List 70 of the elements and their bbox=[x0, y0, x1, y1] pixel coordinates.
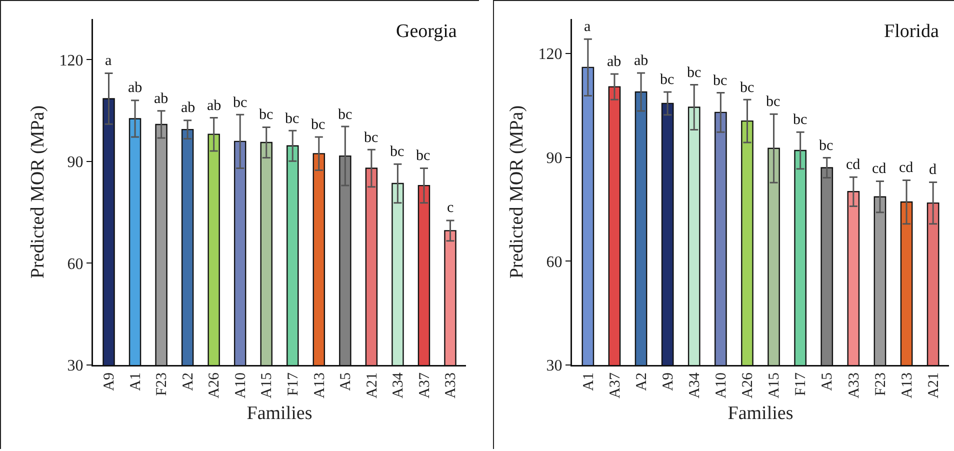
data-label: bc bbox=[766, 94, 780, 110]
y-axis-title: Predicted MOR (MPa) bbox=[27, 105, 48, 279]
data-label: a bbox=[584, 19, 591, 35]
x-tick-label: A33 bbox=[443, 372, 460, 398]
x-tick-label: A26 bbox=[206, 372, 223, 398]
data-label: bc bbox=[259, 107, 274, 123]
data-label: cd bbox=[846, 157, 861, 173]
x-tick-label: A10 bbox=[714, 372, 730, 398]
x-tick-label: A9 bbox=[660, 372, 676, 391]
data-label: cd bbox=[872, 161, 887, 177]
data-label: bc bbox=[416, 148, 430, 164]
data-label: ab bbox=[181, 100, 196, 116]
data-label: bc bbox=[740, 80, 754, 96]
data-label: d bbox=[929, 162, 937, 178]
x-axis-title: Families bbox=[246, 402, 312, 424]
x-tick-label: A13 bbox=[312, 372, 328, 398]
data-label: bc bbox=[687, 65, 702, 81]
y-tick-label: 30 bbox=[546, 358, 562, 375]
x-tick-label: F23 bbox=[872, 372, 889, 396]
data-label: ab bbox=[634, 53, 648, 69]
x-tick-label: A1 bbox=[580, 372, 597, 391]
data-label: bc bbox=[338, 107, 352, 123]
x-tick-label: F17 bbox=[286, 372, 302, 396]
data-label: ab bbox=[128, 80, 142, 96]
y-tick-label: 90 bbox=[546, 150, 562, 167]
data-label: ab bbox=[207, 98, 222, 114]
x-tick-label: A33 bbox=[846, 372, 862, 398]
y-tick-label: 30 bbox=[67, 358, 84, 375]
data-label: bc bbox=[233, 95, 248, 111]
x-tick-label: A26 bbox=[740, 372, 756, 398]
x-tick-label: A5 bbox=[820, 372, 836, 391]
data-label: a bbox=[105, 53, 112, 69]
y-tick-label: 90 bbox=[67, 154, 84, 172]
x-tick-label: A34 bbox=[390, 372, 407, 398]
data-label: bc bbox=[660, 72, 674, 88]
y-tick-label: 120 bbox=[538, 46, 562, 64]
data-label: ab bbox=[607, 54, 622, 70]
x-tick-label: F17 bbox=[793, 372, 810, 396]
y-tick-label: 120 bbox=[59, 52, 84, 70]
x-tick-label: A2 bbox=[180, 372, 196, 391]
data-label: bc bbox=[793, 112, 808, 128]
x-tick-label: A5 bbox=[338, 372, 354, 391]
y-tick-label: 60 bbox=[546, 254, 562, 271]
data-label: cd bbox=[899, 160, 914, 176]
data-label: bc bbox=[285, 111, 300, 127]
data-label: bc bbox=[311, 117, 326, 133]
x-tick-label: F23 bbox=[154, 372, 170, 396]
x-tick-label: A1 bbox=[128, 372, 144, 391]
x-tick-label: A21 bbox=[364, 372, 380, 398]
chart-title: Florida bbox=[884, 21, 940, 42]
x-tick-label: A9 bbox=[102, 372, 118, 391]
data-label: bc bbox=[390, 144, 404, 160]
data-label: ab bbox=[154, 91, 168, 107]
x-tick-label: A2 bbox=[634, 372, 650, 391]
chart-title: Georgia bbox=[396, 21, 458, 42]
data-label: bc bbox=[713, 73, 728, 89]
x-tick-label: A13 bbox=[899, 372, 916, 398]
x-tick-label: A37 bbox=[607, 372, 624, 398]
y-tick-label: 60 bbox=[67, 256, 84, 273]
x-tick-label: A21 bbox=[926, 372, 942, 398]
x-tick-label: A37 bbox=[416, 372, 433, 398]
x-tick-label: A15 bbox=[766, 372, 783, 398]
x-axis-title: Families bbox=[728, 402, 794, 424]
x-tick-label: A34 bbox=[687, 372, 704, 398]
x-tick-label: A10 bbox=[232, 372, 249, 398]
data-label: bc bbox=[819, 138, 834, 154]
data-label: c bbox=[447, 200, 454, 216]
x-tick-label: A15 bbox=[259, 372, 276, 398]
y-axis-title: Predicted MOR (MPa) bbox=[506, 105, 528, 279]
data-label: bc bbox=[364, 130, 378, 146]
